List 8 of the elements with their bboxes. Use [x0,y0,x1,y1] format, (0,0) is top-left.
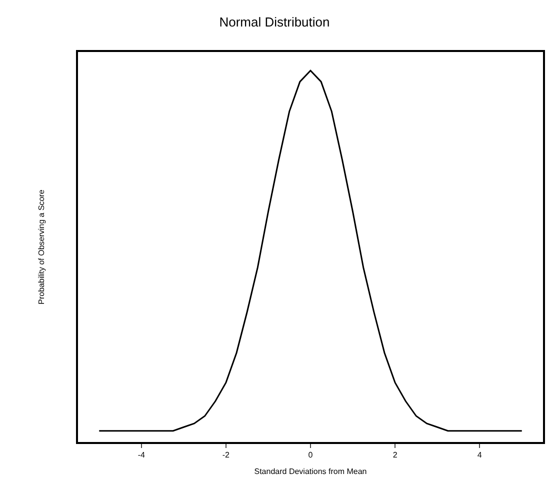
x-tick-label: -4 [138,450,146,460]
x-tick-label: 0 [308,450,314,460]
x-tick-label: -2 [222,450,230,460]
x-tick-label: 2 [392,450,398,460]
x-axis-title: Standard Deviations from Mean [254,467,367,476]
x-tick-label: 4 [477,450,482,460]
y-axis-title: Probability of Observing a Score [37,189,46,304]
chart-title: Normal Distribution [219,14,330,30]
